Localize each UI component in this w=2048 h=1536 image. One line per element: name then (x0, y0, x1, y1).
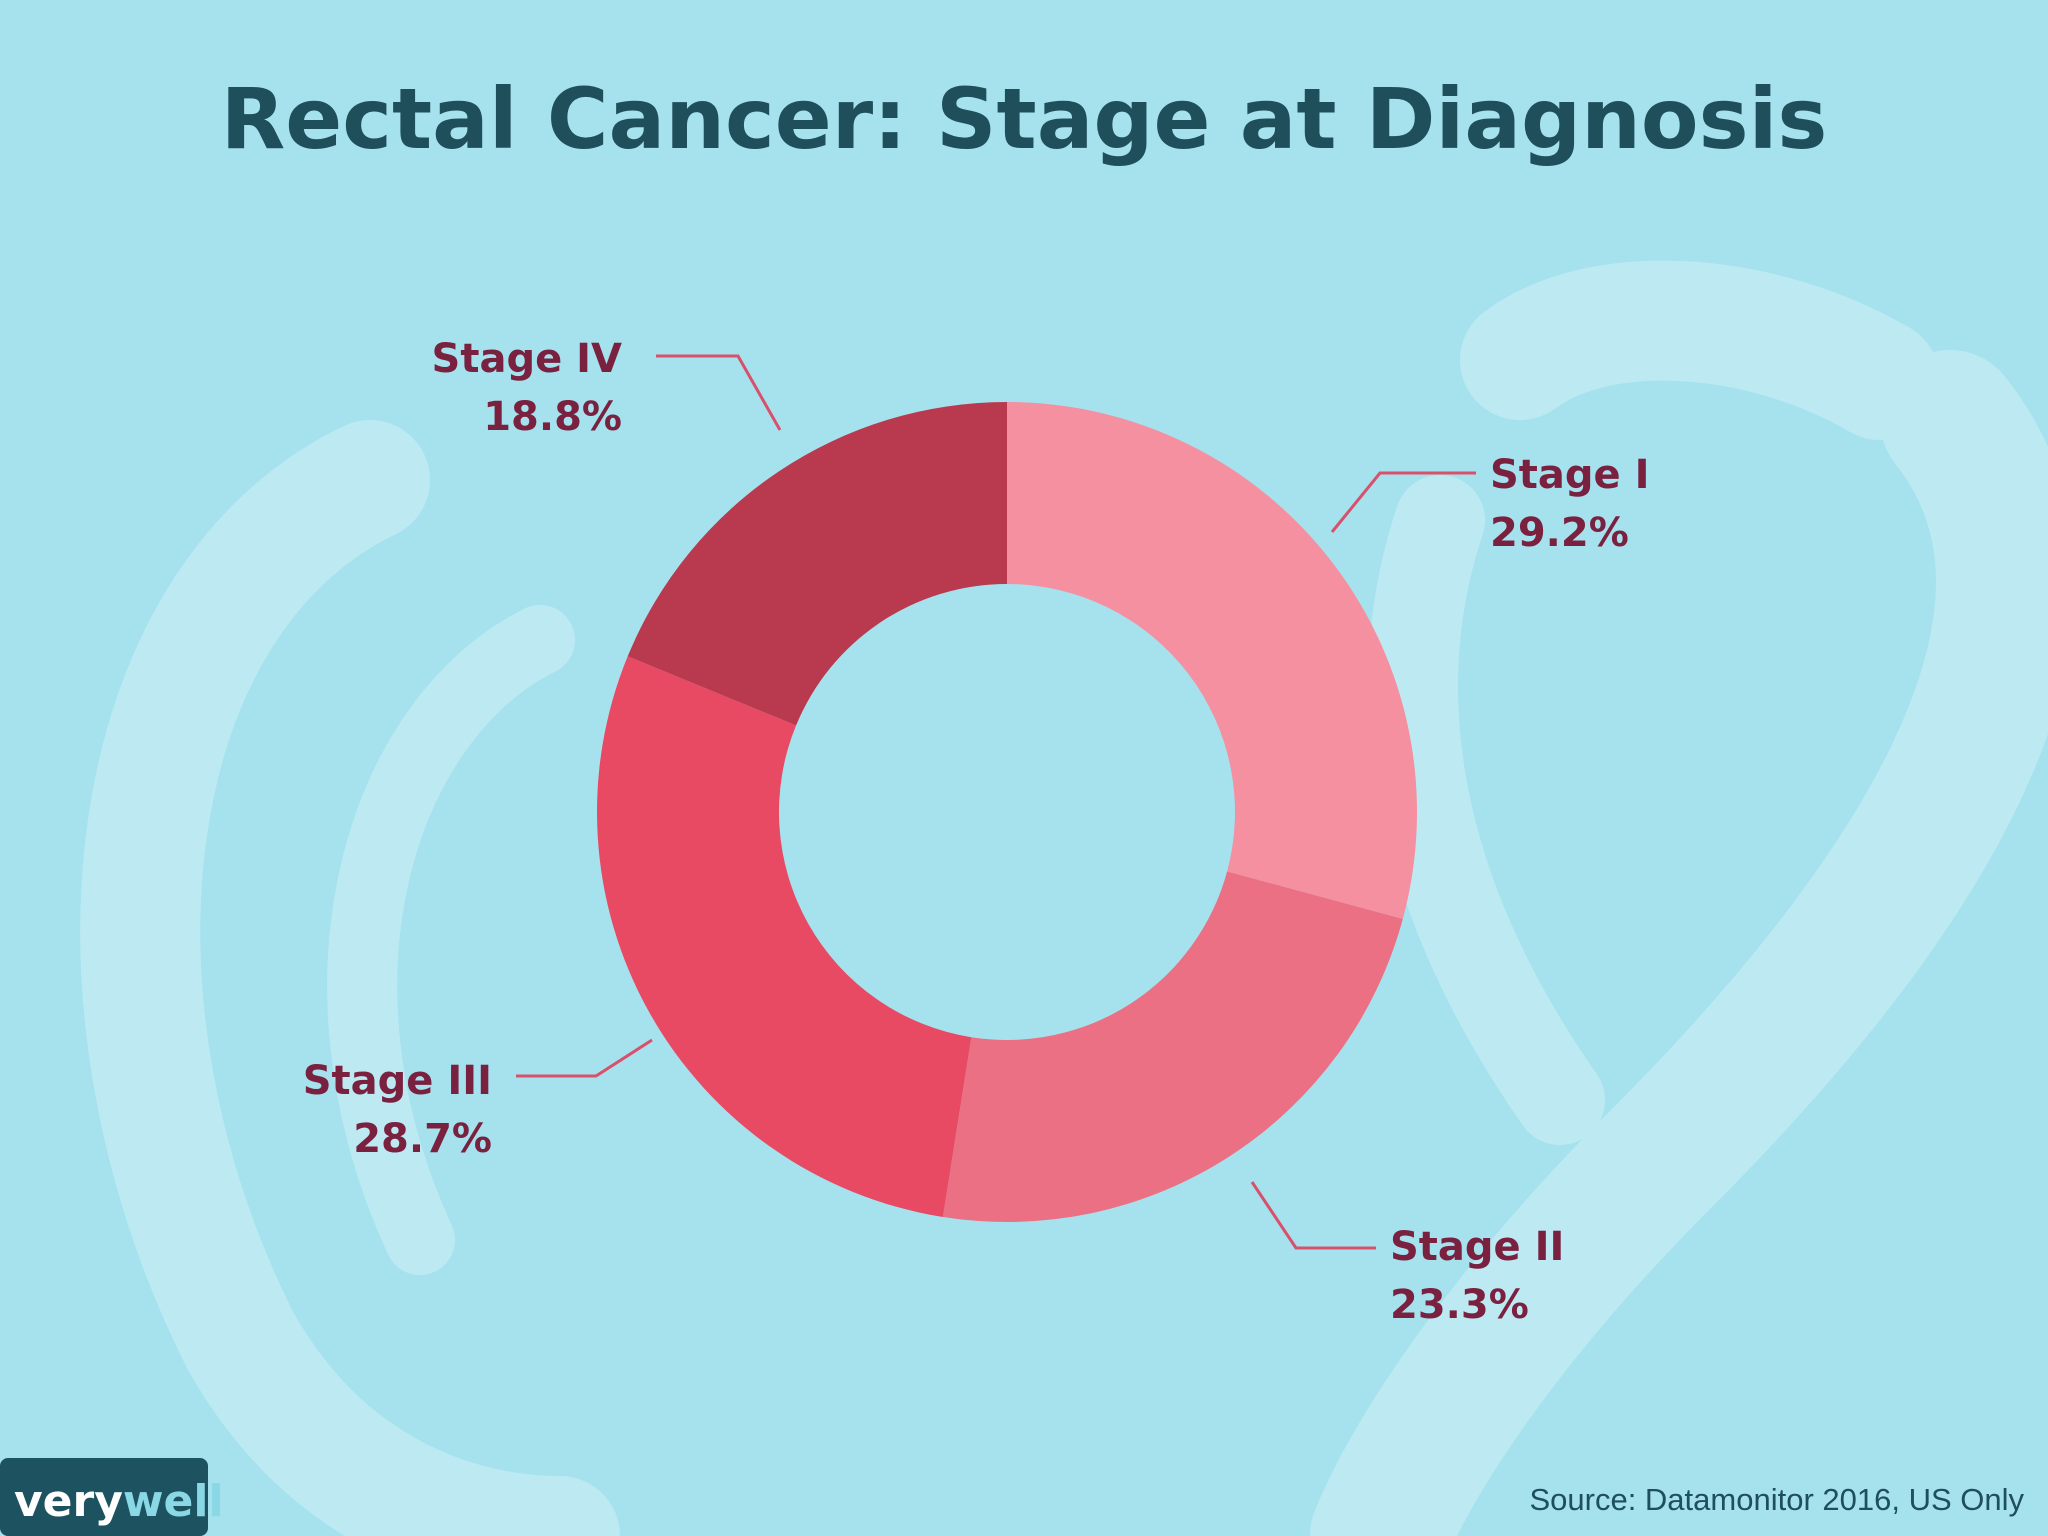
svg-text:verywell: verywell (14, 1476, 224, 1527)
category-label-stage-iii: Stage III (303, 1058, 492, 1104)
slice-stage-i (1007, 402, 1418, 919)
category-label-stage-iv: Stage IV (432, 336, 622, 382)
value-label-stage-iv: 18.8% (483, 394, 622, 440)
leader-line-stage-iii (516, 1038, 653, 1078)
logo-well: well (123, 1476, 224, 1527)
chart-title: Rectal Cancer: Stage at Diagnosis (221, 70, 1828, 168)
value-label-stage-i: 29.2% (1490, 510, 1629, 556)
verywell-logo: verywell (0, 1458, 224, 1536)
slice-labels: Stage I 29.2% Stage II 23.3% Stage III 28.7% S… (303, 336, 1650, 1328)
value-label-stage-ii: 23.3% (1390, 1282, 1529, 1328)
ribbon-icon (80, 260, 2048, 1536)
slice-stage-iii (596, 656, 972, 1217)
donut-slices (596, 402, 1418, 1223)
leader-line-stage-i (1330, 471, 1476, 533)
value-label-stage-iii: 28.7% (353, 1116, 492, 1162)
category-label-stage-i: Stage I (1490, 452, 1650, 498)
source-note: Source: Datamonitor 2016, US Only (1529, 1482, 2024, 1517)
slice-stage-ii (942, 871, 1403, 1223)
slice-stage-iv (627, 402, 1007, 726)
leader-line-stage-iv (656, 354, 782, 431)
category-label-stage-ii: Stage II (1390, 1224, 1564, 1270)
leader-line-stage-ii (1250, 1181, 1376, 1250)
logo-very: very (14, 1476, 123, 1527)
